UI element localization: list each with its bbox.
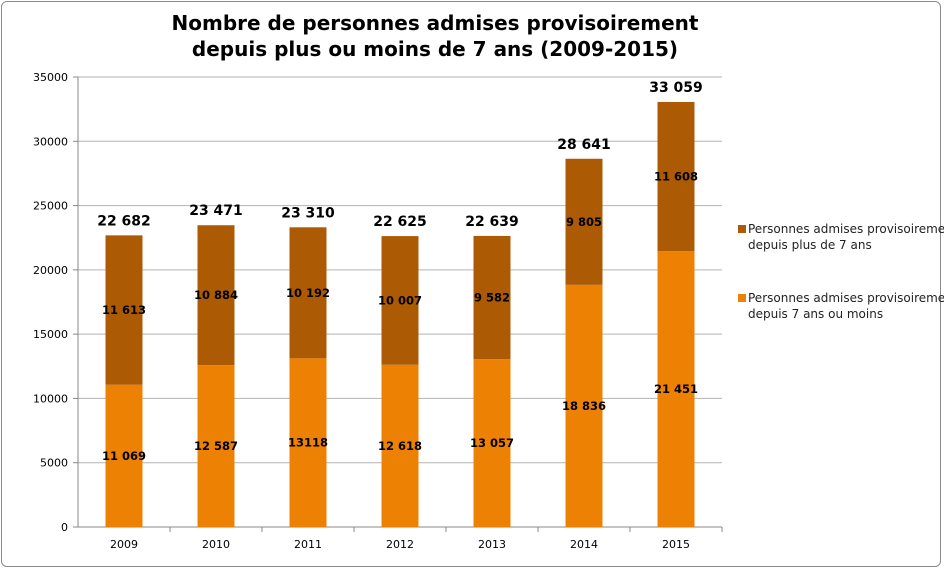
y-tick-label: 35000 [33, 71, 68, 84]
y-tick-label: 10000 [33, 392, 68, 405]
segment-data-label: 9 582 [474, 291, 510, 305]
x-tick-label: 2012 [386, 538, 414, 551]
x-tick-label: 2009 [110, 538, 138, 551]
bar-segment-2009-series-2 [105, 235, 143, 385]
y-tick-label: 15000 [33, 328, 68, 341]
total-data-label: 22 625 [373, 214, 427, 230]
bar-segment-2010-series-1 [197, 365, 235, 527]
segment-data-label: 12 618 [378, 439, 422, 453]
legend-swatch [738, 225, 746, 233]
legend-label: depuis 7 ans ou moins [748, 307, 883, 321]
total-data-label: 23 310 [281, 205, 335, 221]
legend-swatch [738, 294, 746, 302]
segment-data-label: 12 587 [194, 439, 238, 453]
total-data-label: 22 682 [97, 213, 151, 229]
segment-data-label: 18 836 [562, 399, 606, 413]
x-tick-label: 2010 [202, 538, 230, 551]
x-tick-label: 2013 [478, 538, 506, 551]
segment-data-label: 9 805 [566, 215, 602, 229]
bar-segment-2013-series-1 [473, 359, 511, 527]
segment-data-label: 10 007 [378, 293, 422, 307]
bar-segment-2014-series-2 [565, 158, 603, 285]
segment-data-label: 11 613 [102, 303, 146, 317]
bar-segment-2011-series-1 [289, 358, 327, 527]
legend-label: depuis plus de 7 ans [748, 238, 872, 252]
bar-segment-2014-series-1 [565, 284, 603, 527]
bar-segment-2010-series-2 [197, 225, 235, 366]
bar-segment-2015-series-1 [657, 251, 695, 528]
legend-label: Personnes admises provisoirement [748, 291, 944, 305]
bar-segment-2012-series-2 [381, 236, 419, 365]
segment-data-label: 13118 [288, 436, 328, 450]
y-tick-label: 5000 [40, 457, 68, 470]
x-tick-label: 2011 [294, 538, 322, 551]
y-tick-label: 30000 [33, 135, 68, 148]
total-data-label: 28 641 [557, 137, 611, 153]
y-tick-label: 0 [61, 521, 68, 534]
bar-segment-2011-series-2 [289, 227, 327, 359]
bar-segment-2015-series-2 [657, 101, 695, 252]
total-data-label: 33 059 [649, 80, 703, 96]
legend-label: Personnes admises provisoirement [748, 222, 944, 236]
x-tick-label: 2014 [570, 538, 598, 551]
total-data-label: 23 471 [189, 203, 243, 219]
total-data-label: 22 639 [465, 214, 519, 230]
x-tick-label: 2015 [662, 538, 690, 551]
bar-segment-2009-series-1 [105, 384, 143, 527]
bar-segment-2012-series-1 [381, 364, 419, 527]
segment-data-label: 10 192 [286, 286, 330, 300]
segment-data-label: 13 057 [470, 436, 514, 450]
y-tick-label: 25000 [33, 200, 68, 213]
y-tick-label: 20000 [33, 264, 68, 277]
chart-title-line-1: Nombre de personnes admises provisoireme… [172, 11, 699, 35]
segment-data-label: 11 069 [102, 449, 146, 463]
segment-data-label: 10 884 [194, 288, 238, 302]
chart-title-line-2: depuis plus ou moins de 7 ans (2009-2015… [192, 37, 678, 61]
segment-data-label: 21 451 [654, 382, 698, 396]
bar-segment-2013-series-2 [473, 235, 511, 360]
segment-data-label: 11 608 [654, 170, 698, 184]
